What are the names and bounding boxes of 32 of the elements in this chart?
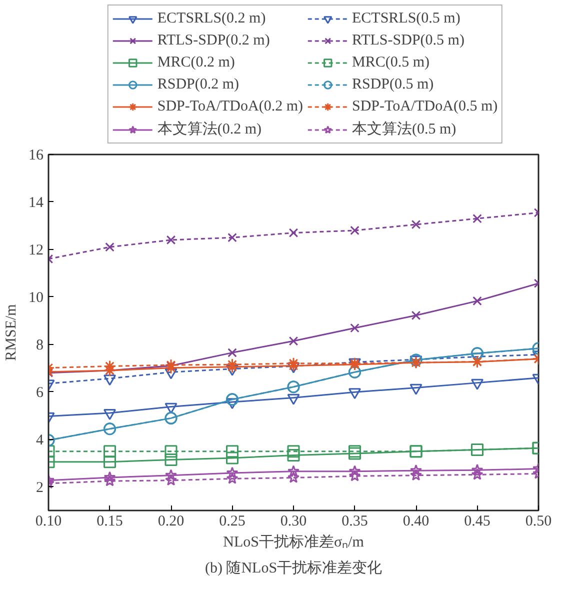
x-tick-label: 0.40 <box>402 514 430 530</box>
legend-label: MRC(0.2 m) <box>157 54 235 72</box>
x-tick-label: 0.45 <box>464 514 490 530</box>
y-tick-label: 10 <box>28 290 44 306</box>
x-tick-label: 0.50 <box>525 514 552 530</box>
legend-label: MRC(0.5 m) <box>352 54 430 72</box>
legend-label: RTLS-SDP(0.2 m) <box>157 32 270 50</box>
legend-label: SDP-ToA/TDoA(0.5 m) <box>352 98 498 116</box>
legend-label: SDP-ToA/TDoA(0.2 m) <box>157 98 303 116</box>
x-tick-label: 0.20 <box>158 514 184 530</box>
legend-label: 本文算法(0.5 m) <box>352 120 456 138</box>
x-tick-label: 0.10 <box>35 514 62 530</box>
legend-label: ECTSRLS(0.2 m) <box>157 10 266 28</box>
legend-label: RSDP(0.5 m) <box>352 76 434 94</box>
legend-label: ECTSRLS(0.5 m) <box>352 10 460 28</box>
legend-label: RTLS-SDP(0.5 m) <box>352 32 464 50</box>
x-tick-label: 0.15 <box>96 514 123 530</box>
x-tick-label: 0.25 <box>219 514 246 530</box>
y-tick-label: 14 <box>28 194 44 211</box>
y-tick-label: 12 <box>28 242 44 258</box>
y-tick-label: 6 <box>36 384 44 401</box>
y-tick-label: 2 <box>36 480 44 496</box>
y-tick-label: 16 <box>28 148 44 164</box>
text: (b) 随NLoS干扰标准差变化 <box>204 560 382 576</box>
y-tick-label: 8 <box>36 337 44 354</box>
x-axis-title: NLoS干扰标准差σₙ/m <box>223 534 364 550</box>
legend-label: 本文算法(0.2 m) <box>157 120 262 138</box>
y-axis-title: RMSE/m <box>4 304 20 361</box>
legend-label: RSDP(0.2 m) <box>157 76 240 94</box>
x-tick-label: 0.30 <box>280 514 307 530</box>
y-tick-label: 4 <box>36 432 44 448</box>
x-tick-label: 0.35 <box>342 514 368 530</box>
